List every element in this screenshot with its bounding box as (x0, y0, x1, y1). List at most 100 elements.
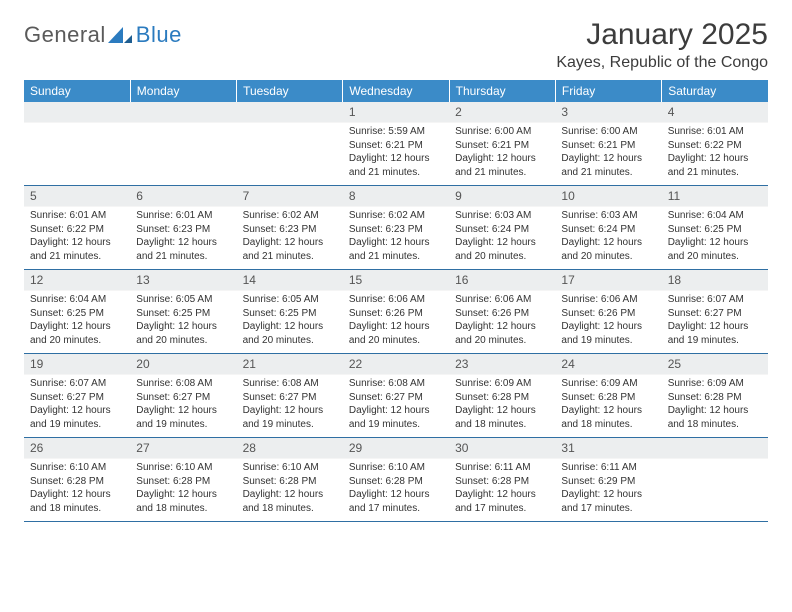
calendar-table: SundayMondayTuesdayWednesdayThursdayFrid… (24, 80, 768, 522)
sunrise-line: Sunrise: 6:06 AM (455, 293, 549, 307)
day-body: Sunrise: 6:08 AMSunset: 6:27 PMDaylight:… (343, 375, 449, 437)
daylight-line: Daylight: 12 hours and 19 minutes. (136, 404, 230, 431)
day-number: 21 (237, 354, 343, 375)
calendar-day-cell: 20Sunrise: 6:08 AMSunset: 6:27 PMDayligh… (130, 354, 236, 438)
calendar-day-cell: 23Sunrise: 6:09 AMSunset: 6:28 PMDayligh… (449, 354, 555, 438)
sunrise-line: Sunrise: 6:10 AM (30, 461, 124, 475)
day-number: 1 (343, 102, 449, 123)
day-number: 19 (24, 354, 130, 375)
weekday-header: Sunday (24, 80, 130, 102)
daylight-line: Daylight: 12 hours and 18 minutes. (561, 404, 655, 431)
daylight-line: Daylight: 12 hours and 20 minutes. (30, 320, 124, 347)
sunrise-line: Sunrise: 6:07 AM (668, 293, 762, 307)
calendar-day-cell: 24Sunrise: 6:09 AMSunset: 6:28 PMDayligh… (555, 354, 661, 438)
day-body: Sunrise: 6:05 AMSunset: 6:25 PMDaylight:… (237, 291, 343, 353)
day-body: Sunrise: 6:10 AMSunset: 6:28 PMDaylight:… (130, 459, 236, 521)
calendar-day-cell: 27Sunrise: 6:10 AMSunset: 6:28 PMDayligh… (130, 438, 236, 522)
day-number: 29 (343, 438, 449, 459)
daylight-line: Daylight: 12 hours and 18 minutes. (668, 404, 762, 431)
calendar-day-cell: 17Sunrise: 6:06 AMSunset: 6:26 PMDayligh… (555, 270, 661, 354)
calendar-day-cell (24, 102, 130, 186)
daylight-line: Daylight: 12 hours and 21 minutes. (349, 236, 443, 263)
calendar-day-cell: 28Sunrise: 6:10 AMSunset: 6:28 PMDayligh… (237, 438, 343, 522)
day-body: Sunrise: 6:03 AMSunset: 6:24 PMDaylight:… (555, 207, 661, 269)
day-number: 31 (555, 438, 661, 459)
sunset-line: Sunset: 6:26 PM (349, 307, 443, 321)
calendar-body: 1Sunrise: 5:59 AMSunset: 6:21 PMDaylight… (24, 102, 768, 522)
sunset-line: Sunset: 6:28 PM (455, 391, 549, 405)
day-number: 23 (449, 354, 555, 375)
day-body: Sunrise: 6:04 AMSunset: 6:25 PMDaylight:… (24, 291, 130, 353)
calendar-day-cell: 26Sunrise: 6:10 AMSunset: 6:28 PMDayligh… (24, 438, 130, 522)
sunset-line: Sunset: 6:24 PM (561, 223, 655, 237)
sunrise-line: Sunrise: 6:00 AM (455, 125, 549, 139)
daylight-line: Daylight: 12 hours and 18 minutes. (455, 404, 549, 431)
daylight-line: Daylight: 12 hours and 21 minutes. (561, 152, 655, 179)
sunset-line: Sunset: 6:24 PM (455, 223, 549, 237)
calendar-week-row: 1Sunrise: 5:59 AMSunset: 6:21 PMDaylight… (24, 102, 768, 186)
day-body: Sunrise: 6:09 AMSunset: 6:28 PMDaylight:… (555, 375, 661, 437)
sunrise-line: Sunrise: 6:06 AM (349, 293, 443, 307)
sunrise-line: Sunrise: 6:01 AM (136, 209, 230, 223)
sunrise-line: Sunrise: 6:09 AM (561, 377, 655, 391)
daylight-line: Daylight: 12 hours and 21 minutes. (668, 152, 762, 179)
sunset-line: Sunset: 6:27 PM (136, 391, 230, 405)
sunset-line: Sunset: 6:29 PM (561, 475, 655, 489)
day-body: Sunrise: 6:07 AMSunset: 6:27 PMDaylight:… (662, 291, 768, 353)
day-number: 12 (24, 270, 130, 291)
daylight-line: Daylight: 12 hours and 20 minutes. (349, 320, 443, 347)
calendar-day-cell: 22Sunrise: 6:08 AMSunset: 6:27 PMDayligh… (343, 354, 449, 438)
calendar-day-cell (662, 438, 768, 522)
sunset-line: Sunset: 6:28 PM (30, 475, 124, 489)
weekday-header: Saturday (662, 80, 768, 102)
calendar-day-cell: 16Sunrise: 6:06 AMSunset: 6:26 PMDayligh… (449, 270, 555, 354)
day-number: 27 (130, 438, 236, 459)
sunset-line: Sunset: 6:25 PM (30, 307, 124, 321)
sunset-line: Sunset: 6:26 PM (561, 307, 655, 321)
sunrise-line: Sunrise: 6:04 AM (668, 209, 762, 223)
calendar-day-cell: 2Sunrise: 6:00 AMSunset: 6:21 PMDaylight… (449, 102, 555, 186)
sunset-line: Sunset: 6:28 PM (455, 475, 549, 489)
day-number: 18 (662, 270, 768, 291)
calendar-day-cell: 13Sunrise: 6:05 AMSunset: 6:25 PMDayligh… (130, 270, 236, 354)
day-number: 10 (555, 186, 661, 207)
day-body: Sunrise: 6:06 AMSunset: 6:26 PMDaylight:… (449, 291, 555, 353)
weekday-header: Wednesday (343, 80, 449, 102)
calendar-day-cell: 18Sunrise: 6:07 AMSunset: 6:27 PMDayligh… (662, 270, 768, 354)
day-body: Sunrise: 6:10 AMSunset: 6:28 PMDaylight:… (237, 459, 343, 521)
daylight-line: Daylight: 12 hours and 17 minutes. (349, 488, 443, 515)
calendar-week-row: 26Sunrise: 6:10 AMSunset: 6:28 PMDayligh… (24, 438, 768, 522)
day-number: 14 (237, 270, 343, 291)
brand-part1: General (24, 22, 106, 48)
sunrise-line: Sunrise: 6:02 AM (243, 209, 337, 223)
sunrise-line: Sunrise: 6:10 AM (136, 461, 230, 475)
day-body: Sunrise: 6:11 AMSunset: 6:29 PMDaylight:… (555, 459, 661, 521)
day-number: 16 (449, 270, 555, 291)
calendar-day-cell: 6Sunrise: 6:01 AMSunset: 6:23 PMDaylight… (130, 186, 236, 270)
weekday-header: Thursday (449, 80, 555, 102)
sunrise-line: Sunrise: 6:11 AM (561, 461, 655, 475)
daylight-line: Daylight: 12 hours and 20 minutes. (136, 320, 230, 347)
calendar-week-row: 5Sunrise: 6:01 AMSunset: 6:22 PMDaylight… (24, 186, 768, 270)
daylight-line: Daylight: 12 hours and 20 minutes. (668, 236, 762, 263)
day-body: Sunrise: 6:02 AMSunset: 6:23 PMDaylight:… (343, 207, 449, 269)
calendar-day-cell: 7Sunrise: 6:02 AMSunset: 6:23 PMDaylight… (237, 186, 343, 270)
day-body: Sunrise: 6:03 AMSunset: 6:24 PMDaylight:… (449, 207, 555, 269)
day-number: 5 (24, 186, 130, 207)
daylight-line: Daylight: 12 hours and 21 minutes. (30, 236, 124, 263)
daylight-line: Daylight: 12 hours and 20 minutes. (455, 236, 549, 263)
sunrise-line: Sunrise: 6:11 AM (455, 461, 549, 475)
calendar-day-cell: 31Sunrise: 6:11 AMSunset: 6:29 PMDayligh… (555, 438, 661, 522)
page-title: January 2025 (556, 18, 768, 52)
sunset-line: Sunset: 6:27 PM (30, 391, 124, 405)
day-number: 9 (449, 186, 555, 207)
day-number: 6 (130, 186, 236, 207)
brand-logo: General Blue (24, 22, 182, 48)
day-number-empty (24, 102, 130, 123)
day-number: 30 (449, 438, 555, 459)
calendar-day-cell (130, 102, 236, 186)
day-body: Sunrise: 6:09 AMSunset: 6:28 PMDaylight:… (662, 375, 768, 437)
sunset-line: Sunset: 6:27 PM (243, 391, 337, 405)
sunset-line: Sunset: 6:22 PM (668, 139, 762, 153)
sunset-line: Sunset: 6:21 PM (349, 139, 443, 153)
